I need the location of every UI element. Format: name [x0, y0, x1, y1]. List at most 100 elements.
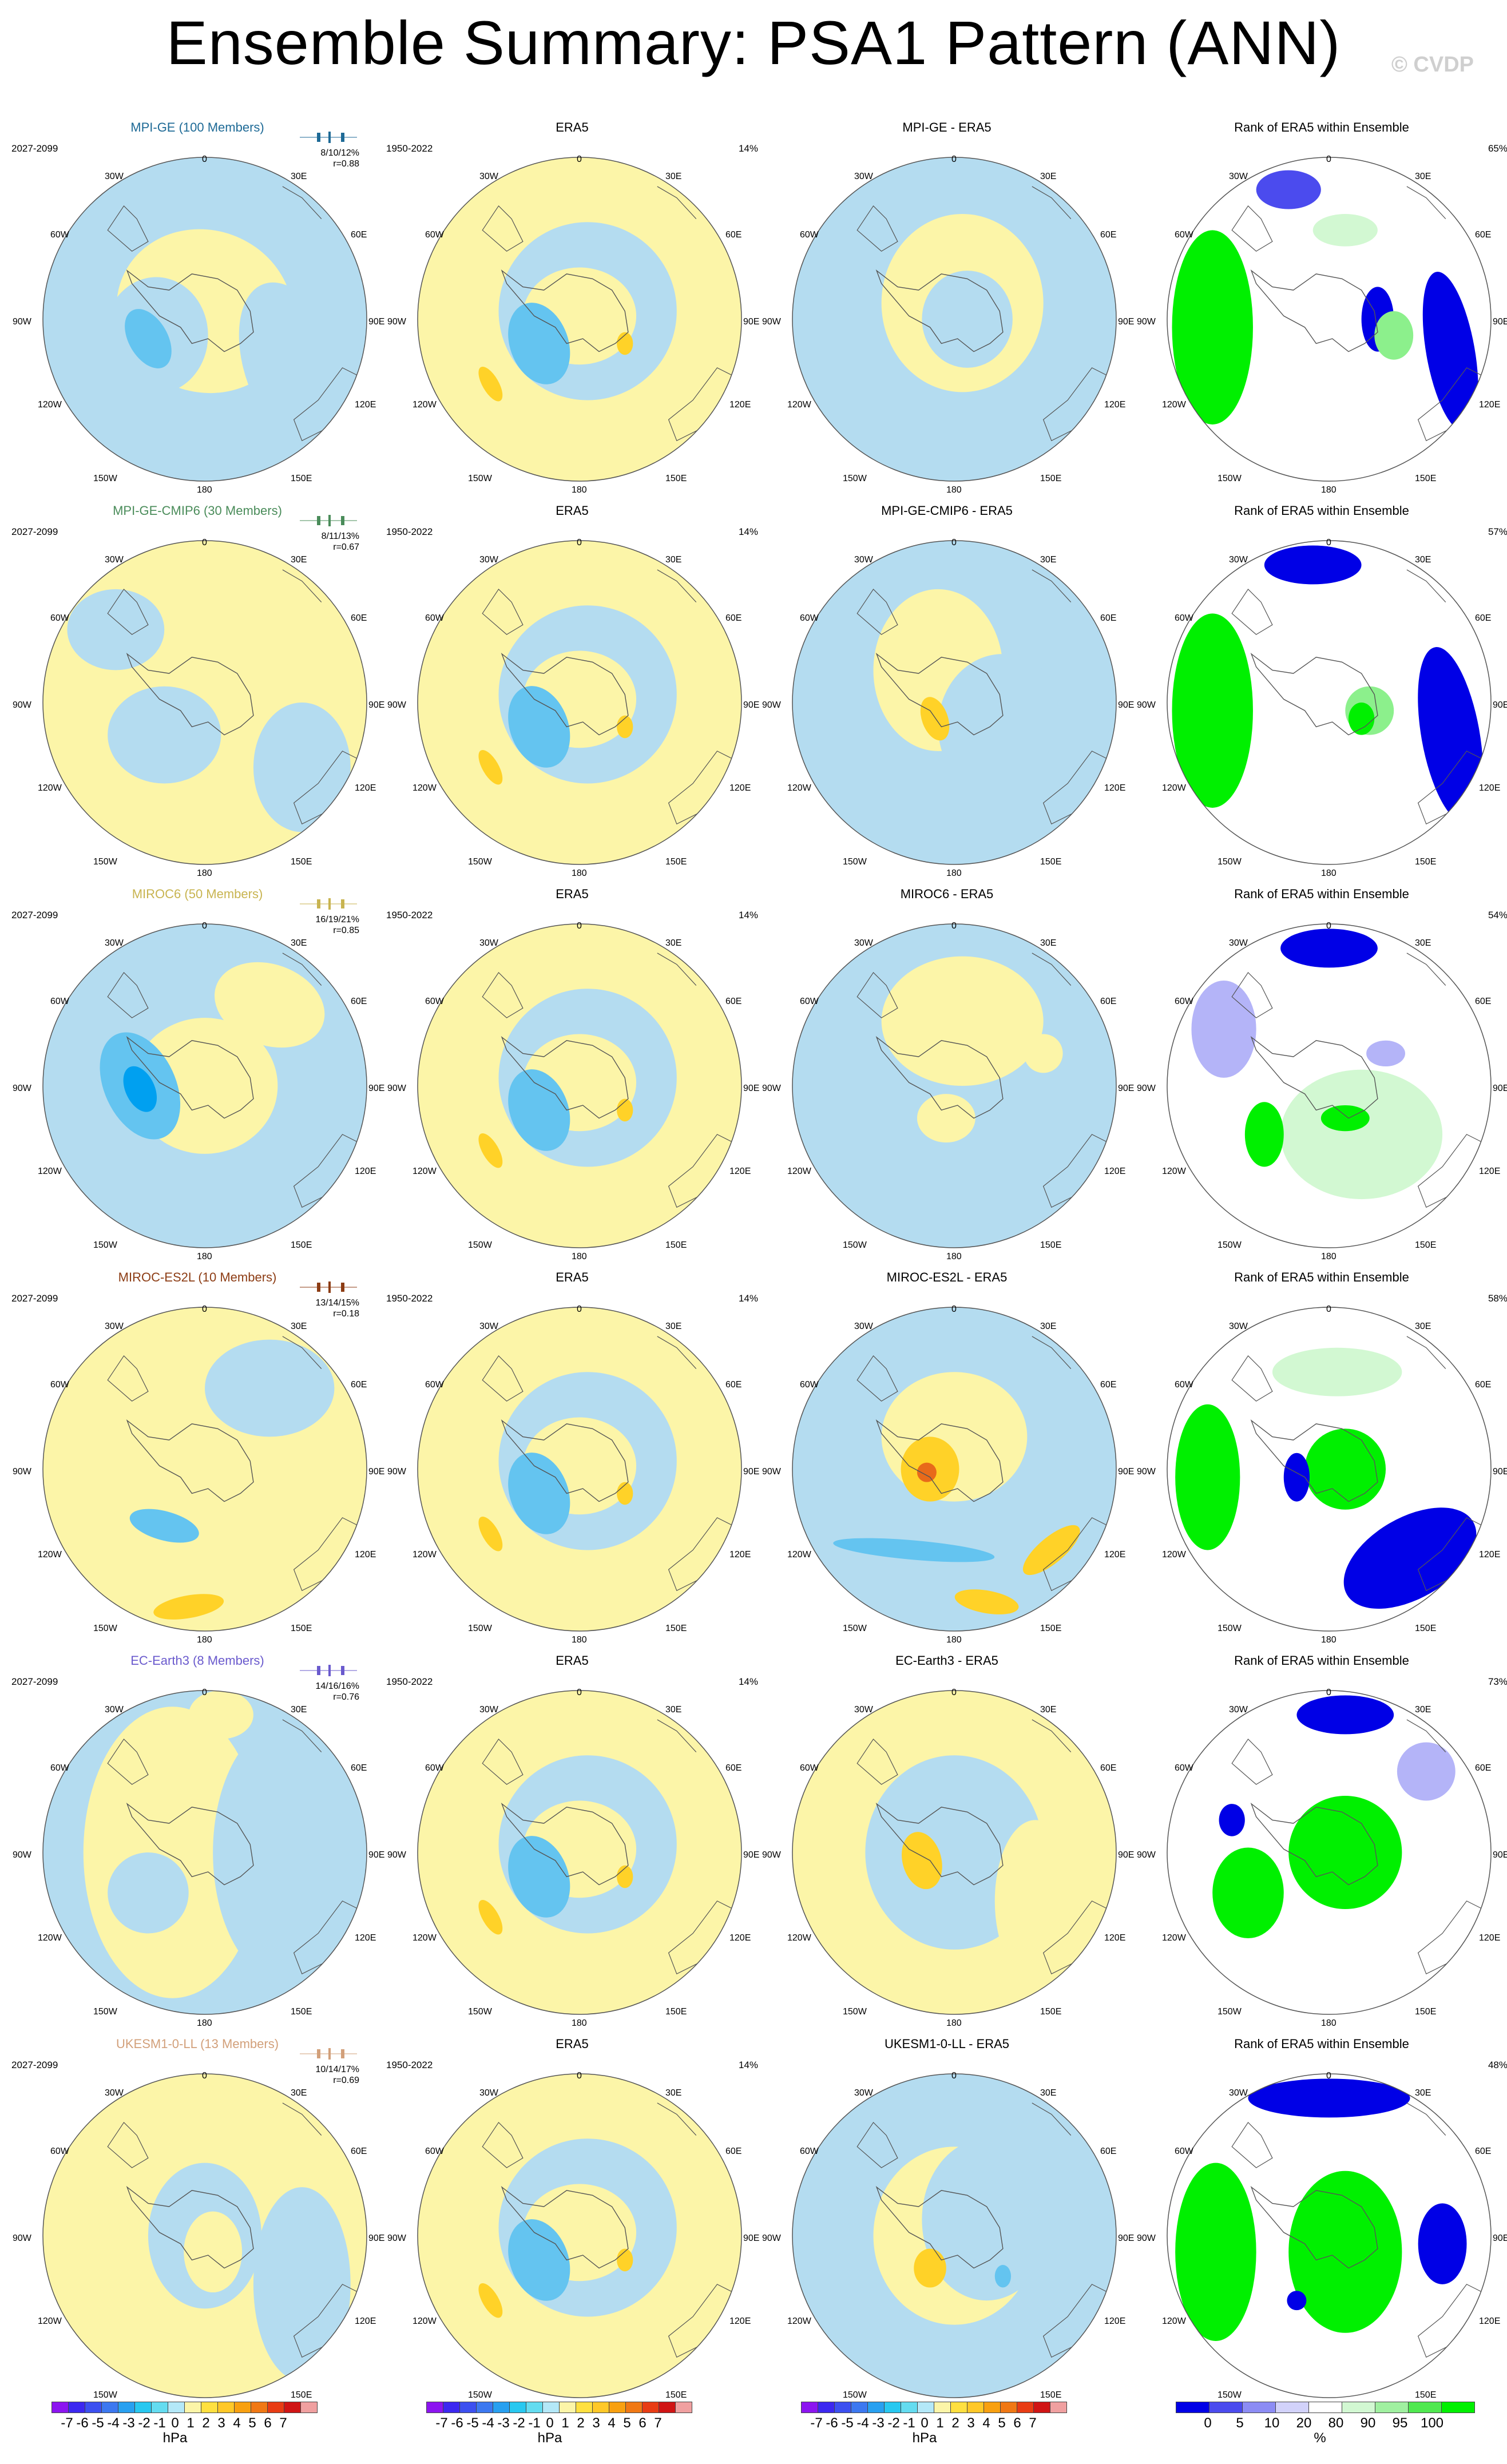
panel-period: 2027-2099 — [11, 910, 58, 920]
map-label-tr2: 60E — [351, 613, 367, 623]
panel-period: 2027-2099 — [11, 143, 58, 154]
map-label-tl2: 60W — [800, 1763, 819, 1773]
panel-stats-r: r=0.76 — [333, 1692, 359, 1702]
map-label-tr2: 60E — [1475, 230, 1492, 240]
panel-title: Rank of ERA5 within Ensemble — [1234, 2037, 1409, 2051]
map-label-bl2: 150W — [468, 1624, 492, 1633]
colorbar-tick-label: -4 — [107, 2415, 120, 2431]
map-label-br2: 150E — [1040, 2390, 1062, 2400]
panel-stats-pct: 8/11/13% — [321, 531, 359, 541]
panel-period: 1950-2022 — [386, 526, 433, 537]
map-label-tl1: 30W — [854, 172, 873, 181]
map-label-bl1: 120W — [38, 400, 62, 410]
map-label-bl2: 150W — [1218, 474, 1242, 483]
map-label-bl1: 120W — [787, 400, 811, 410]
map-label-bottom: 180 — [572, 1635, 587, 1645]
map-label-tl2: 60W — [425, 2146, 444, 2156]
map-label-left: 90W — [762, 700, 781, 710]
map-label-top: 0 — [951, 1304, 957, 1314]
map-label-tl1: 30W — [854, 555, 873, 565]
map-label-tl2: 60W — [50, 2146, 69, 2156]
map-label-tr2: 60E — [725, 613, 742, 623]
colorbar-tick-label: 4 — [982, 2415, 990, 2431]
panel-title: ERA5 — [556, 503, 589, 518]
colorbar-tick-label: -5 — [841, 2415, 854, 2431]
map-label-br2: 150E — [291, 1624, 312, 1633]
colorbar-tick-label: -4 — [482, 2415, 494, 2431]
panel-percent: 57% — [1488, 526, 1507, 537]
colorbar-swatch — [950, 2402, 967, 2413]
colorbar-tick-label: 7 — [1029, 2415, 1037, 2431]
map-label-tl2: 60W — [425, 1763, 444, 1773]
map-label-top: 0 — [1326, 921, 1331, 931]
map-label-tr1: 30E — [1040, 2088, 1057, 2098]
map-label-br2: 150E — [665, 1624, 687, 1633]
map-label-tl1: 30W — [854, 2088, 873, 2098]
polar-map — [792, 1307, 1117, 1632]
map-label-bl2: 150W — [468, 2007, 492, 2017]
map-label-left: 90W — [387, 2233, 406, 2243]
map-label-tl2: 60W — [1175, 1763, 1193, 1773]
map-label-br1: 120E — [1479, 2316, 1501, 2326]
colorbar-tick-label: -6 — [826, 2415, 838, 2431]
map-label-top: 0 — [951, 154, 957, 164]
map-label-bl2: 150W — [93, 857, 117, 867]
map-label-left: 90W — [13, 317, 31, 327]
map-label-left: 90W — [1137, 1467, 1156, 1477]
map-label-br1: 120E — [1479, 400, 1501, 410]
map-label-right: 90E — [368, 1084, 385, 1093]
diff-panel-row-1: MPI-GE - ERA5 0 180 90W 90E 30W 30E 60W 60E 120W… — [761, 120, 1134, 495]
map-label-bl1: 120W — [38, 2316, 62, 2326]
map-label-bl2: 150W — [843, 857, 867, 867]
map-label-tl1: 30W — [1229, 938, 1248, 948]
map-label-tr1: 30E — [1040, 1705, 1057, 1715]
map-label-tl2: 60W — [1175, 230, 1193, 240]
map-label-bl2: 150W — [468, 857, 492, 867]
polar-map — [1167, 1307, 1492, 1632]
map-label-top: 0 — [202, 1304, 207, 1314]
map-label-br1: 120E — [355, 400, 376, 410]
colorbar-swatch — [559, 2402, 576, 2413]
colorbar-tick-label: -5 — [466, 2415, 479, 2431]
colorbar-tick-label: 90 — [1360, 2415, 1376, 2431]
diff-panel-row-2: MPI-GE-CMIP6 - ERA5 0 180 90W 90E 30W 30E 60W 6… — [761, 503, 1134, 878]
map-label-bottom: 180 — [572, 868, 587, 878]
map-label-tr2: 60E — [351, 1763, 367, 1773]
polar-map — [417, 1307, 742, 1632]
map-label-left: 90W — [387, 700, 406, 710]
map-label-br2: 150E — [1415, 1624, 1437, 1633]
map-label-tr2: 60E — [1100, 1763, 1117, 1773]
ensemble-spread-bar — [300, 2048, 357, 2060]
map-label-left: 90W — [387, 1084, 406, 1093]
map-label-br1: 120E — [355, 1550, 376, 1560]
map-label-top: 0 — [1326, 1304, 1331, 1314]
map-label-br1: 120E — [1104, 1550, 1126, 1560]
panel-stats-pct: 10/14/17% — [315, 2065, 359, 2074]
map-label-tr2: 60E — [1100, 1380, 1117, 1390]
colorbar-tick-label: 0 — [1204, 2415, 1212, 2431]
map-label-top: 0 — [577, 1688, 582, 1697]
map-label-tr1: 30E — [1415, 938, 1431, 948]
map-label-top: 0 — [577, 1304, 582, 1314]
diff-panel-row-4: MIROC-ES2L - ERA5 0 180 90W 90E 30W 30E 60W 60E… — [761, 1270, 1134, 1645]
panel-period: 1950-2022 — [386, 2060, 433, 2070]
map-label-tr2: 60E — [1475, 613, 1492, 623]
map-label-tr1: 30E — [1040, 1322, 1057, 1331]
map-label-br2: 150E — [291, 2007, 312, 2017]
map-label-tr2: 60E — [1100, 613, 1117, 623]
ensemble-spread-bar — [300, 515, 357, 526]
colorbar-swatch — [51, 2402, 69, 2413]
colorbar-swatch — [1017, 2402, 1034, 2413]
panel-period: 2027-2099 — [11, 1676, 58, 1687]
map-label-br2: 150E — [665, 1240, 687, 1250]
polar-map — [42, 1307, 367, 1632]
map-label-tl2: 60W — [1175, 997, 1193, 1006]
map-label-br2: 150E — [1415, 857, 1437, 867]
colorbar-swatch — [217, 2402, 235, 2413]
map-label-bl1: 120W — [413, 400, 437, 410]
colorbar-tick-label: -6 — [451, 2415, 463, 2431]
map-label-tl1: 30W — [479, 1705, 498, 1715]
map-label-top: 0 — [577, 2071, 582, 2081]
map-label-left: 90W — [762, 317, 781, 327]
